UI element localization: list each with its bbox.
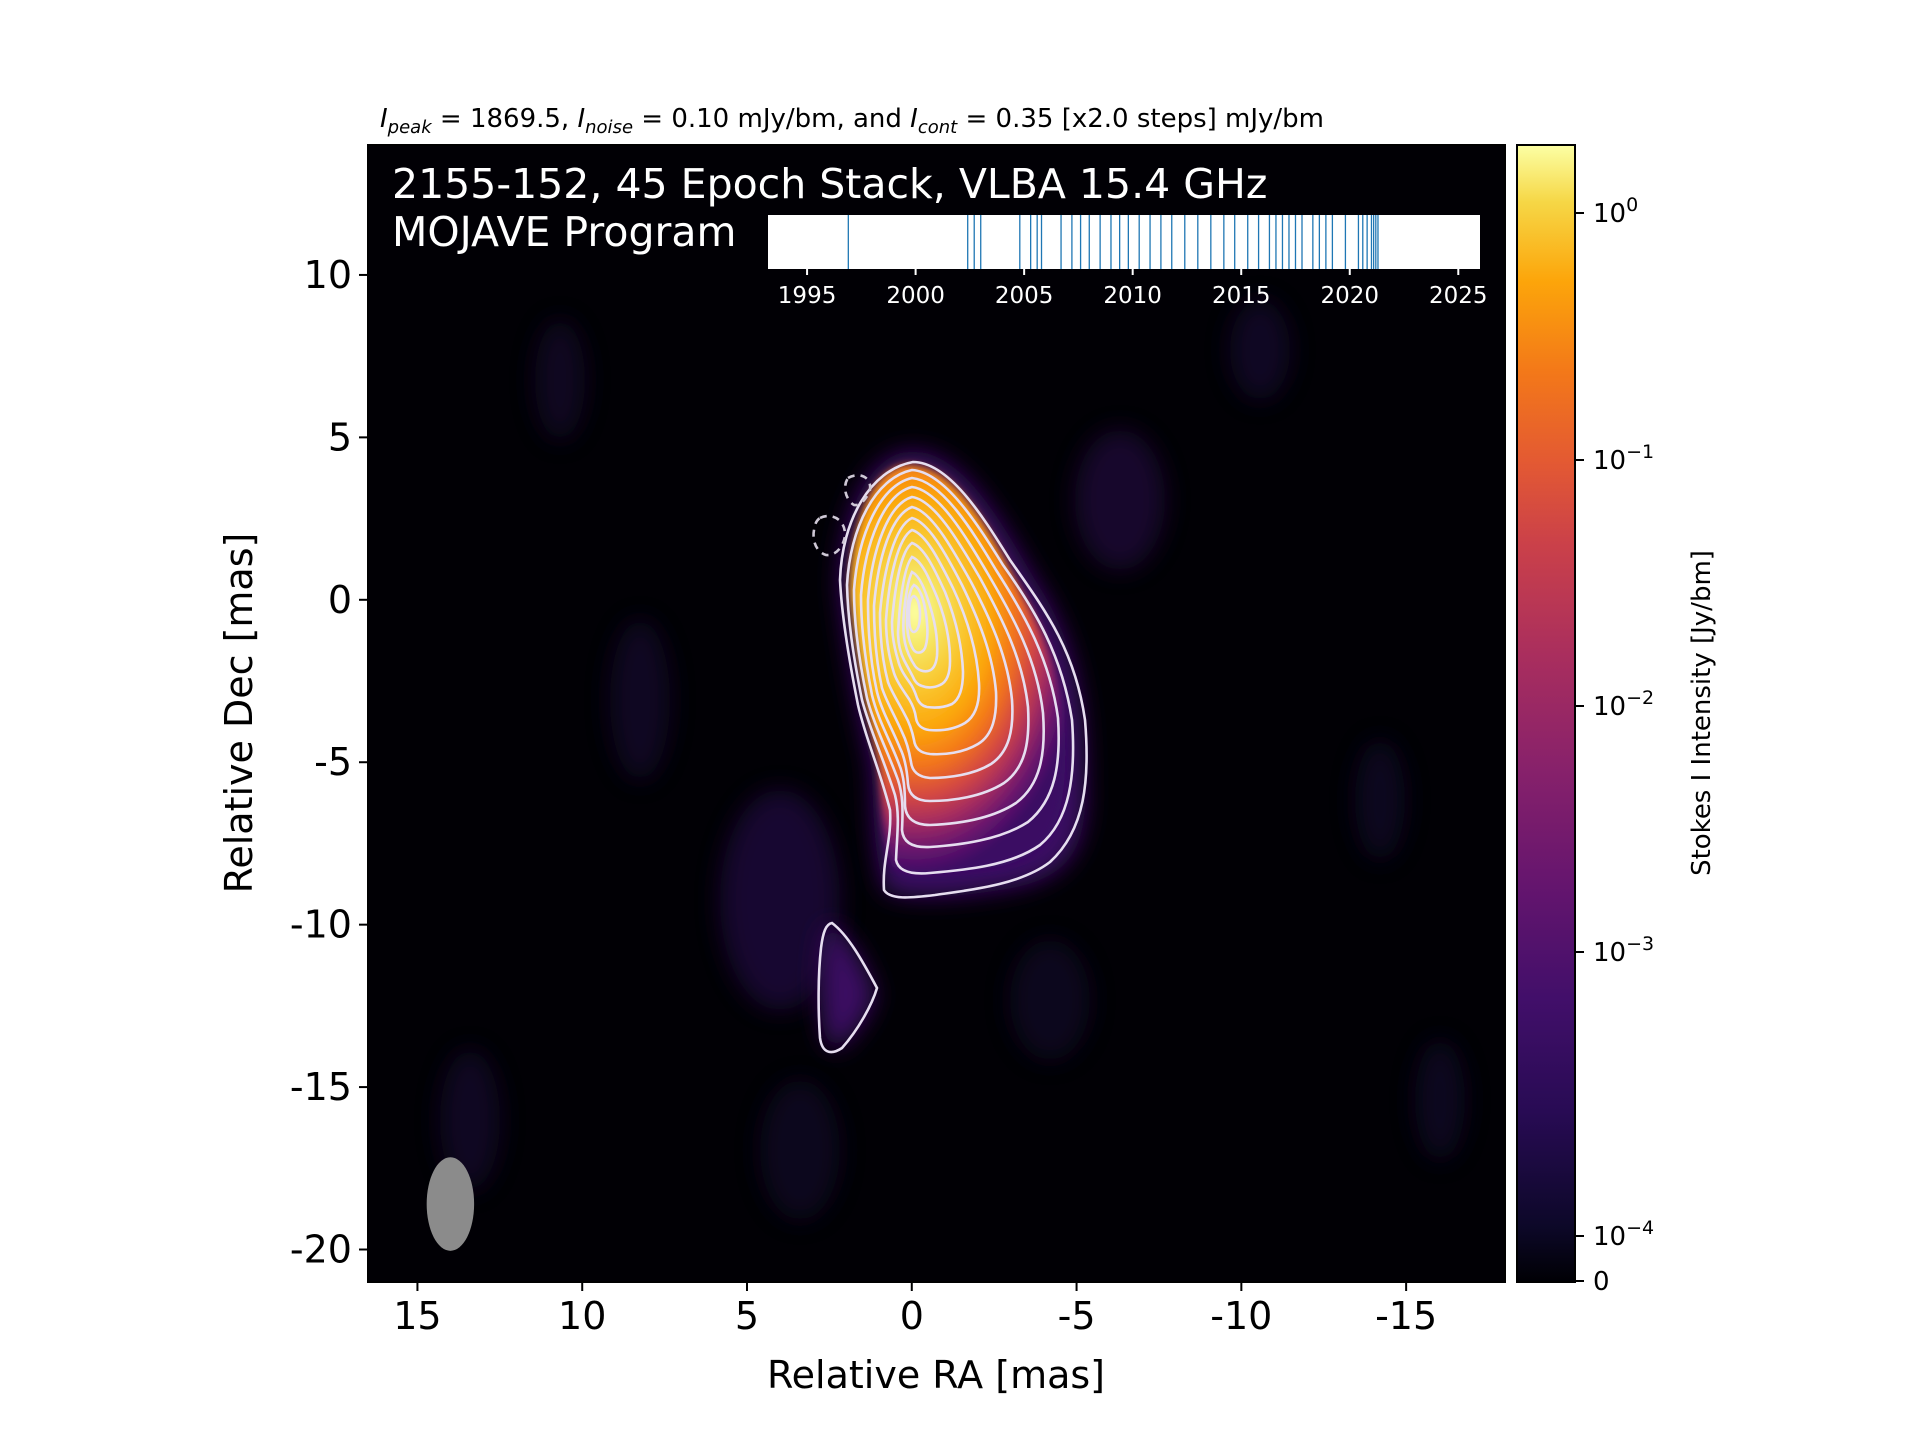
- epoch-tick-label: 2015: [1212, 283, 1271, 309]
- contour-level-11: [902, 570, 939, 673]
- epoch-lines: [847, 215, 1379, 269]
- y-tick-label: 5: [328, 415, 352, 459]
- contour-level-7: [878, 516, 998, 756]
- contour-level-10: [896, 555, 952, 689]
- epoch-tick-label: 1995: [778, 283, 837, 309]
- x-tick-label: -10: [1210, 1294, 1272, 1338]
- x-tick-label: 5: [735, 1294, 759, 1338]
- contour-level-12: [905, 583, 929, 654]
- epoch-tick-label: 2010: [1103, 283, 1162, 309]
- x-tick-label: -15: [1375, 1294, 1437, 1338]
- epoch-tick-label: 2005: [995, 283, 1054, 309]
- chart-title-line1: 2155-152, 45 Epoch Stack, VLBA 15.4 GHz: [392, 160, 1267, 208]
- epoch-tick-label: 2020: [1320, 283, 1379, 309]
- y-tick-label: -5: [314, 740, 352, 784]
- y-tick-label: -10: [290, 903, 352, 947]
- colorbar-tick-label: 10−3: [1593, 933, 1654, 968]
- y-axis-label: Relative Dec [mas]: [217, 533, 261, 894]
- colorbar-zero-label: 0: [1593, 1267, 1610, 1297]
- colorbar-tick-label: 10−1: [1593, 441, 1654, 476]
- x-tick-label: -5: [1058, 1294, 1096, 1338]
- colorbar-tick-label: 100: [1593, 194, 1638, 229]
- contour-level-5: [866, 495, 1030, 803]
- contour-level-9: [890, 541, 965, 709]
- colorbar: 100 10−1 10−2 10−3 10−4 0 Stokes I Intensity …: [1516, 144, 1717, 1297]
- colorbar-label: Stokes I Intensity [Jy/bm]: [1687, 550, 1717, 876]
- y-tick-label: 0: [328, 578, 352, 622]
- contour-southern-knot: [817, 921, 879, 1054]
- y-tick-label: -15: [290, 1065, 352, 1109]
- contour-level-4: [859, 485, 1045, 827]
- epoch-timeline: 1995 2000 2005 2010 2015 2020 2025: [768, 215, 1488, 309]
- x-tick-label: 10: [558, 1294, 606, 1338]
- chart-title-line2: MOJAVE Program: [392, 208, 736, 256]
- contour-level-13: [907, 594, 922, 634]
- colorbar-gradient: [1516, 144, 1576, 1283]
- contour-level-2: [845, 468, 1075, 875]
- x-axis-label: Relative RA [mas]: [767, 1353, 1105, 1397]
- plot-frame: [367, 144, 1506, 1283]
- contour-negative-2: [812, 514, 847, 557]
- contour-level-1: [838, 460, 1088, 899]
- contour-level-8: [884, 528, 981, 732]
- colorbar-ticks: 100 10−1 10−2 10−3 10−4 0: [1575, 194, 1654, 1297]
- x-axis-ticks: 15 10 5 0 -5 -10 -15: [393, 1282, 1437, 1338]
- image-panel: [368, 145, 1505, 1282]
- epoch-tick-label: 2000: [886, 283, 945, 309]
- contours: [812, 460, 1088, 1054]
- x-tick-label: 15: [393, 1294, 441, 1338]
- x-tick-label: 0: [900, 1294, 924, 1338]
- contour-negative-1: [843, 474, 872, 507]
- y-tick-label: -20: [290, 1228, 352, 1272]
- epoch-tick-label: 2025: [1429, 283, 1488, 309]
- contour-level-6: [872, 505, 1014, 780]
- background-noise: [440, 300, 1465, 1220]
- contour-level-3: [852, 476, 1060, 849]
- beam-ellipse: [426, 1157, 475, 1251]
- epoch-timeline-box: [768, 215, 1480, 269]
- y-tick-label: 10: [304, 253, 352, 297]
- y-axis-ticks: 10 5 0 -5 -10 -15 -20: [290, 253, 368, 1272]
- colorbar-tick-label: 10−4: [1593, 1217, 1654, 1252]
- epoch-ticks: 1995 2000 2005 2010 2015 2020 2025: [778, 269, 1488, 309]
- colorbar-tick-label: 10−2: [1593, 687, 1654, 722]
- header-text: Ipeak = 1869.5, Inoise = 0.10 mJy/bm, an…: [380, 104, 1324, 138]
